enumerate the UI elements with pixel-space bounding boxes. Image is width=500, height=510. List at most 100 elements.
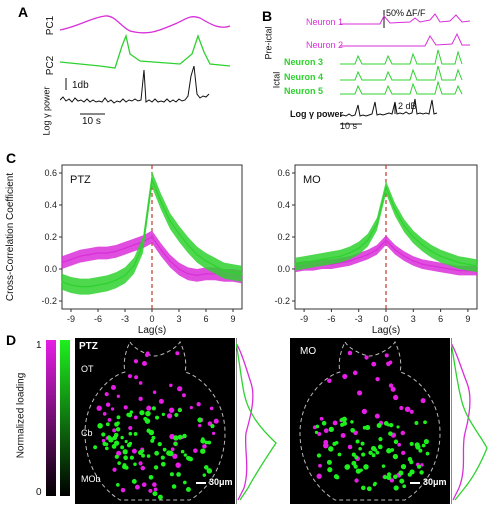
neuron-dot-magenta	[388, 383, 394, 388]
data-point	[312, 260, 314, 262]
data-point	[430, 250, 433, 253]
data-point	[348, 260, 351, 262]
log-gamma-label-a: Log γ power	[41, 86, 52, 136]
y-tick-label: 0.4	[277, 200, 290, 210]
neuron-dot-green	[97, 423, 103, 429]
x-tick-label: 3	[411, 314, 416, 324]
data-point	[439, 266, 442, 269]
neuron-dot-green	[366, 486, 372, 492]
neuron-dot-green	[407, 472, 412, 477]
neuron-dot-magenta	[209, 406, 214, 411]
neuron-dot-green	[171, 484, 177, 489]
neuron-dot-green	[150, 438, 155, 443]
neuron-dot-magenta	[105, 402, 111, 407]
brain-image-ptz	[75, 338, 235, 504]
neuron-dot-green	[328, 446, 334, 452]
series-band-green	[62, 171, 242, 295]
gamma-power-trace-b	[340, 98, 438, 117]
data-point	[187, 273, 189, 275]
neuron-dot-green	[101, 432, 106, 437]
neuron-dot-green	[202, 473, 207, 477]
data-point	[430, 265, 433, 267]
neuron-dot-green	[398, 470, 404, 476]
pc2-trace	[60, 33, 231, 69]
neuron-dot-green	[128, 431, 133, 436]
data-point	[106, 282, 108, 285]
neuron-dot-green	[359, 468, 363, 472]
data-point	[133, 265, 135, 267]
neuron-dot-green	[105, 446, 109, 451]
neuron-dot-green	[345, 464, 351, 469]
x-tick-label: -9	[67, 314, 75, 324]
neuron-dot-magenta	[127, 374, 132, 379]
neuron-dot-green	[363, 464, 369, 470]
neuron-dot-magenta	[319, 416, 324, 421]
neuron-dot-green	[388, 431, 393, 436]
neuron-dot-green	[141, 453, 145, 458]
neuron-dot-green	[328, 426, 334, 432]
neuron-dot-magenta	[110, 384, 116, 390]
neuron-dot-green	[157, 494, 163, 500]
chart-title: MO	[303, 174, 321, 186]
pc2-label: PC2	[45, 55, 57, 76]
neuron-dot-magenta	[140, 465, 146, 471]
x-tick-label: 0	[149, 314, 154, 324]
neuron-dot-green	[116, 415, 121, 420]
data-point	[61, 281, 63, 283]
neuron-dot-magenta	[116, 450, 122, 456]
neuron-dot-magenta	[138, 381, 143, 385]
neuron-3-trace	[340, 49, 463, 65]
data-point	[321, 258, 324, 261]
neuron-dot-magenta	[116, 394, 120, 398]
neuron-dot-green	[115, 427, 121, 432]
neuron-dot-magenta	[133, 359, 139, 364]
neuron-dot-magenta	[182, 393, 186, 398]
neuron-dot-green	[333, 474, 339, 480]
neuron-dot-green	[210, 424, 215, 429]
neuron-dot-green	[361, 452, 366, 457]
neuron-dot-green	[350, 427, 355, 433]
neuron-dot-magenta	[375, 376, 380, 382]
neuron-dot-magenta	[189, 406, 193, 410]
neuron-4-trace	[340, 65, 463, 81]
data-point	[421, 263, 424, 265]
data-point	[97, 252, 99, 254]
neuron-dot-green	[141, 449, 145, 453]
data-point	[385, 186, 387, 189]
neuron-dot-green	[174, 412, 179, 418]
neuron-dot-green	[393, 474, 398, 479]
neuron-dot-magenta	[392, 394, 399, 401]
neuron-dot-green	[393, 439, 399, 445]
neuron-dot-magenta	[340, 432, 346, 438]
neuron-dot-green	[177, 434, 183, 440]
neuron-dot-magenta	[400, 430, 406, 436]
colorbar-magenta	[46, 340, 56, 496]
neuron-dot-green	[375, 450, 380, 455]
data-point	[458, 269, 460, 272]
neuron-dot-green	[368, 450, 373, 455]
neuron-dot-green	[417, 464, 422, 469]
colorbar-label: Normalized loading	[15, 372, 27, 459]
neuron-dot-green	[351, 452, 356, 457]
neuron-dot-green	[354, 455, 359, 460]
panel-label-b: B	[262, 8, 273, 24]
neuron-dot-green	[393, 485, 399, 491]
neuron-dot-green	[386, 448, 392, 454]
x-tick-label: 9	[465, 314, 470, 324]
neuron-dot-green	[133, 462, 137, 467]
projection-profile-ptz	[236, 338, 277, 504]
neuron-dot-green	[355, 439, 360, 444]
neuron-dot-green	[169, 472, 174, 477]
neuron-dot-green	[372, 482, 377, 487]
data-point	[196, 274, 198, 277]
neuron-dot-green	[409, 441, 414, 447]
data-point	[124, 274, 126, 277]
data-point	[61, 261, 63, 264]
x-tick-label: 9	[230, 314, 235, 324]
neuron-dot-green	[314, 430, 319, 435]
neuron-dot-green	[186, 456, 192, 461]
neuron-dot-green	[93, 445, 98, 450]
neuron-dot-green	[370, 445, 377, 451]
region-mob: MOb	[81, 474, 101, 484]
neuron-dot-green	[361, 485, 366, 491]
